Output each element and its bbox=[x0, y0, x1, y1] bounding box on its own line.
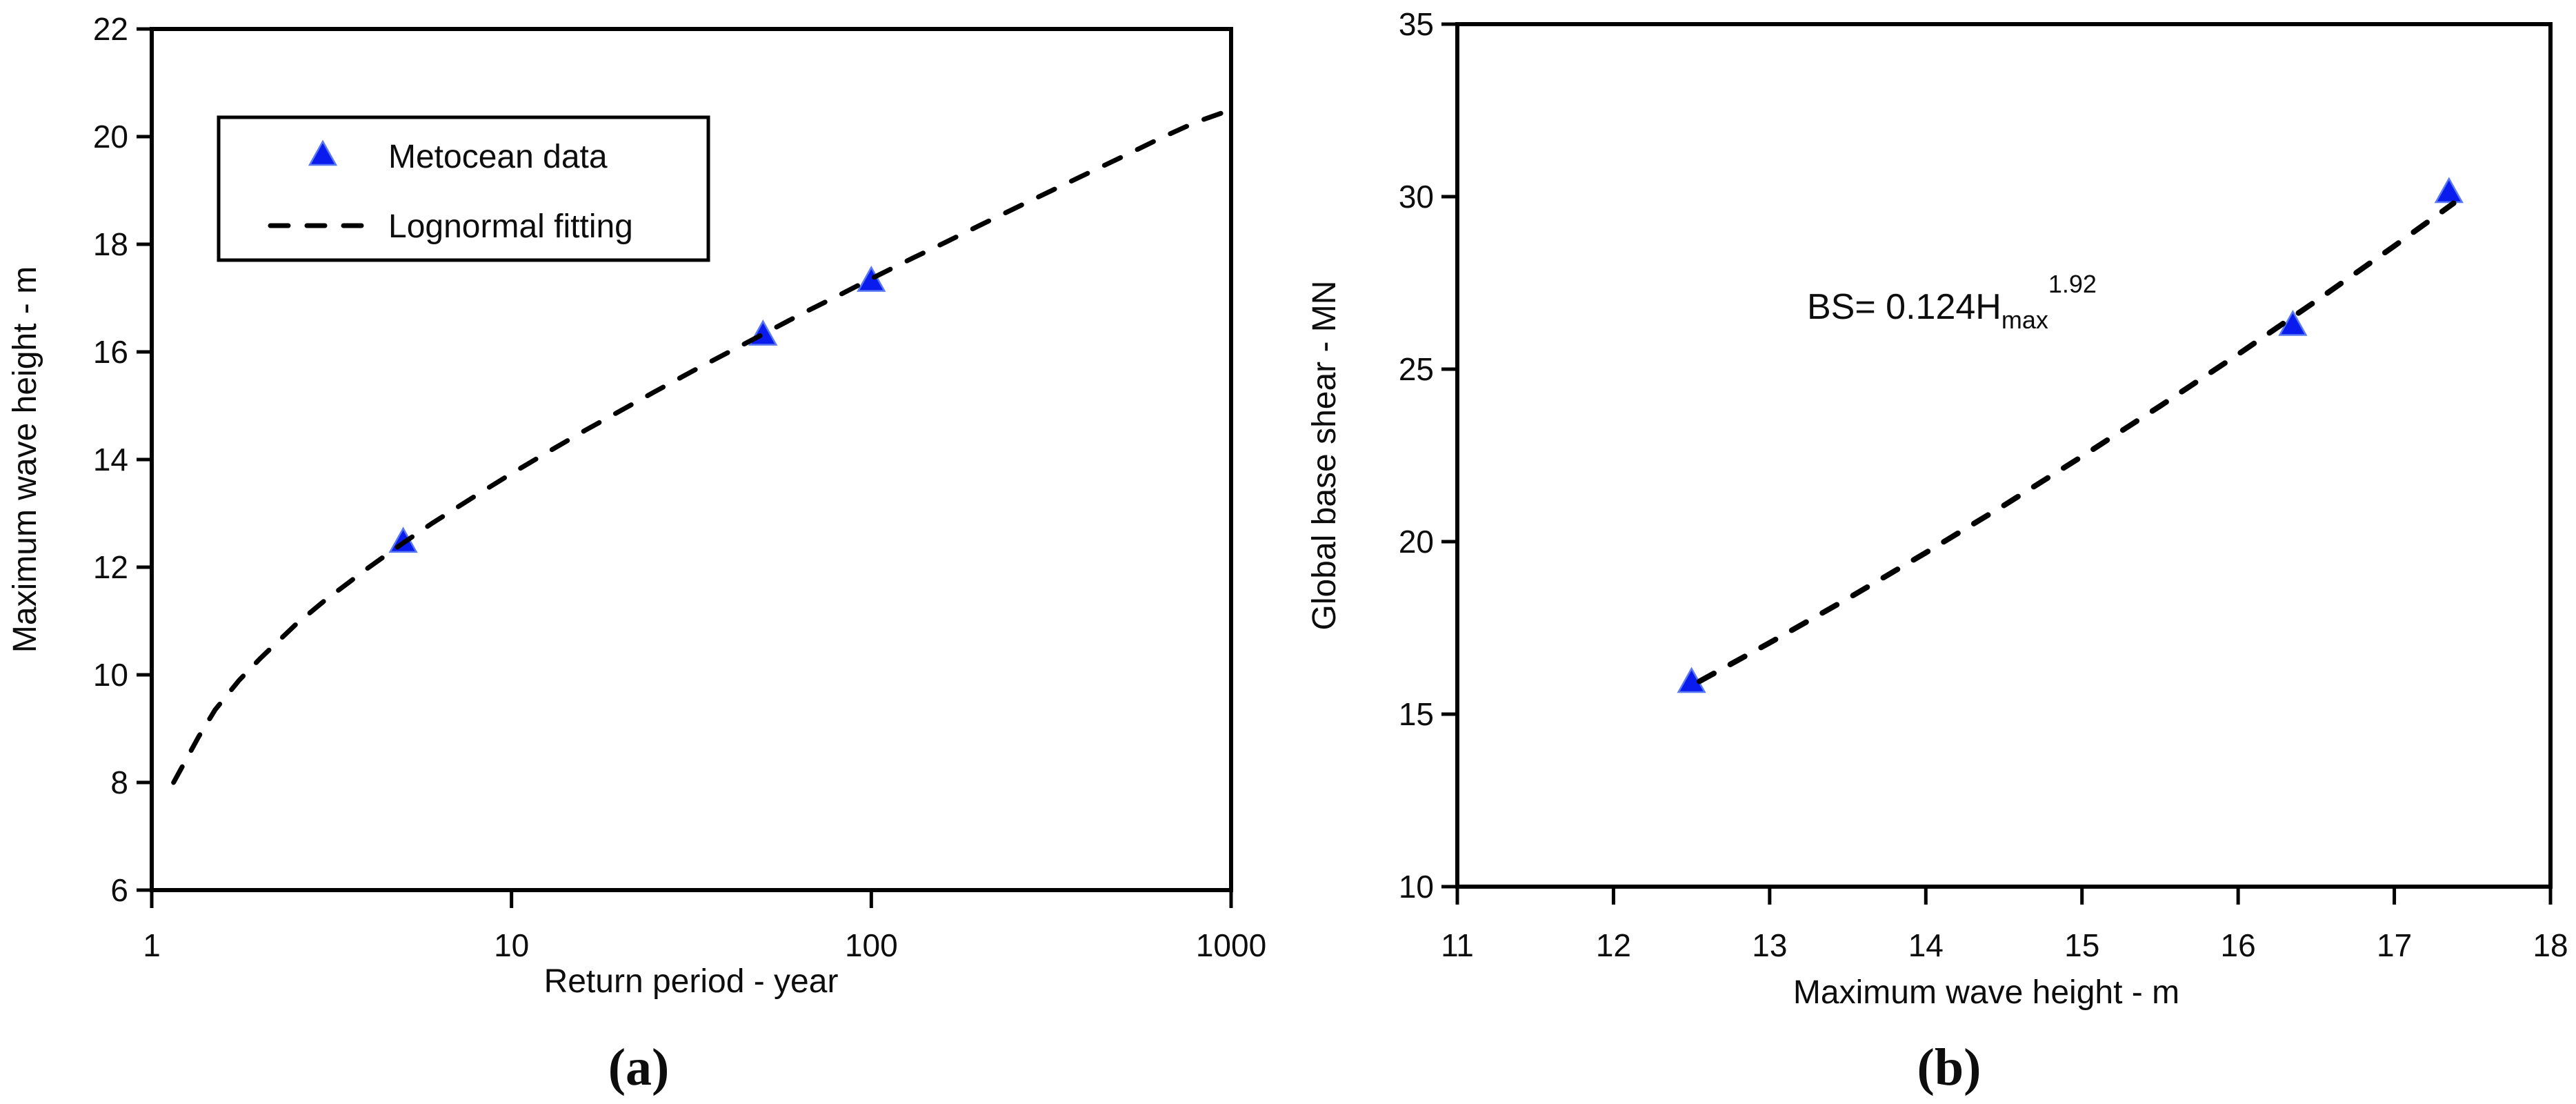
chart-a-legend: Metocean data Lognormal fitting bbox=[217, 115, 710, 262]
x-axis-tick-label: 1 bbox=[143, 927, 161, 963]
data-point-triangle bbox=[2278, 309, 2308, 336]
y-axis-tick-label: 8 bbox=[110, 765, 128, 800]
x-axis-tick-label: 16 bbox=[2221, 927, 2256, 963]
chart-a-x-axis-title: Return period - year bbox=[544, 963, 839, 1000]
data-point-triangle bbox=[857, 266, 886, 292]
y-axis-tick-label: 12 bbox=[93, 549, 128, 585]
chart-a-generated-axes: 6 8 10 12 14 16 18 20 22 1 10 100 1000 bbox=[93, 11, 1266, 963]
x-axis-tick-label: 15 bbox=[2064, 927, 2099, 963]
chart-b-x-axis-title: Maximum wave height - m bbox=[1793, 974, 2179, 1011]
x-axis-tick-label: 12 bbox=[1596, 927, 1631, 963]
x-axis-tick-label: 17 bbox=[2377, 927, 2412, 963]
chart-b-base-shear: 10 15 20 25 30 35 11 12 13 14 15 16 17 18 Maximum wav… bbox=[1306, 6, 2568, 1096]
fit-equation-prefix: BS= 0.124H bbox=[1807, 287, 2001, 327]
legend-triangle-marker-icon bbox=[308, 139, 338, 166]
y-axis-tick-label: 25 bbox=[1399, 351, 1434, 387]
x-axis-tick-label: 11 bbox=[1441, 927, 1474, 963]
fitted-dashed-line bbox=[171, 107, 1234, 785]
x-axis-tick-label: 18 bbox=[2533, 927, 2568, 963]
y-axis-tick-label: 14 bbox=[93, 442, 128, 477]
y-axis-tick-label: 10 bbox=[93, 657, 128, 693]
x-axis-tick-label: 100 bbox=[845, 927, 898, 963]
chart-a-return-period: 6 8 10 12 14 16 18 20 22 1 10 100 1000 Return period… bbox=[7, 11, 1266, 1096]
chart-a-caption: (a) bbox=[608, 1038, 670, 1096]
legend-label-lognormal: Lognormal fitting bbox=[388, 208, 633, 245]
y-axis-tick-label: 30 bbox=[1399, 179, 1434, 215]
fit-equation-superscript: 1.92 bbox=[2048, 270, 2097, 298]
y-axis-tick-label: 20 bbox=[93, 119, 128, 155]
x-axis-tick-label: 10 bbox=[494, 927, 529, 963]
fitted-dashed-line bbox=[1697, 200, 2457, 684]
y-axis-tick-label: 20 bbox=[1399, 524, 1434, 560]
y-axis-tick-label: 16 bbox=[93, 334, 128, 370]
x-axis-tick-label: 13 bbox=[1752, 927, 1787, 963]
legend-label-metocean: Metocean data bbox=[388, 139, 608, 175]
y-axis-tick-label: 35 bbox=[1399, 6, 1434, 42]
y-axis-tick-label: 6 bbox=[110, 872, 128, 908]
data-point-triangle bbox=[2434, 177, 2464, 204]
y-axis-tick-label: 18 bbox=[93, 226, 128, 262]
chart-b-y-axis-title: Global base shear - MN bbox=[1306, 281, 1343, 631]
x-axis-tick-label: 1000 bbox=[1196, 927, 1266, 963]
fit-equation-subscript: max bbox=[2001, 306, 2048, 334]
chart-b-caption: (b) bbox=[1917, 1038, 1981, 1096]
plot-border bbox=[1455, 22, 2553, 889]
chart-b-generated-axes: 10 15 20 25 30 35 11 12 13 14 15 16 17 18 bbox=[1399, 6, 2568, 963]
fit-equation: BS= 0.124Hmax1.92 bbox=[1807, 270, 2097, 334]
legend-box bbox=[217, 115, 710, 262]
chart-a-y-axis-title: Maximum wave height - m bbox=[7, 266, 43, 653]
x-axis-tick-label: 14 bbox=[1908, 927, 1944, 963]
y-axis-tick-label: 10 bbox=[1399, 869, 1434, 905]
y-axis-tick-label: 22 bbox=[93, 11, 128, 47]
y-axis-tick-label: 15 bbox=[1399, 696, 1434, 732]
